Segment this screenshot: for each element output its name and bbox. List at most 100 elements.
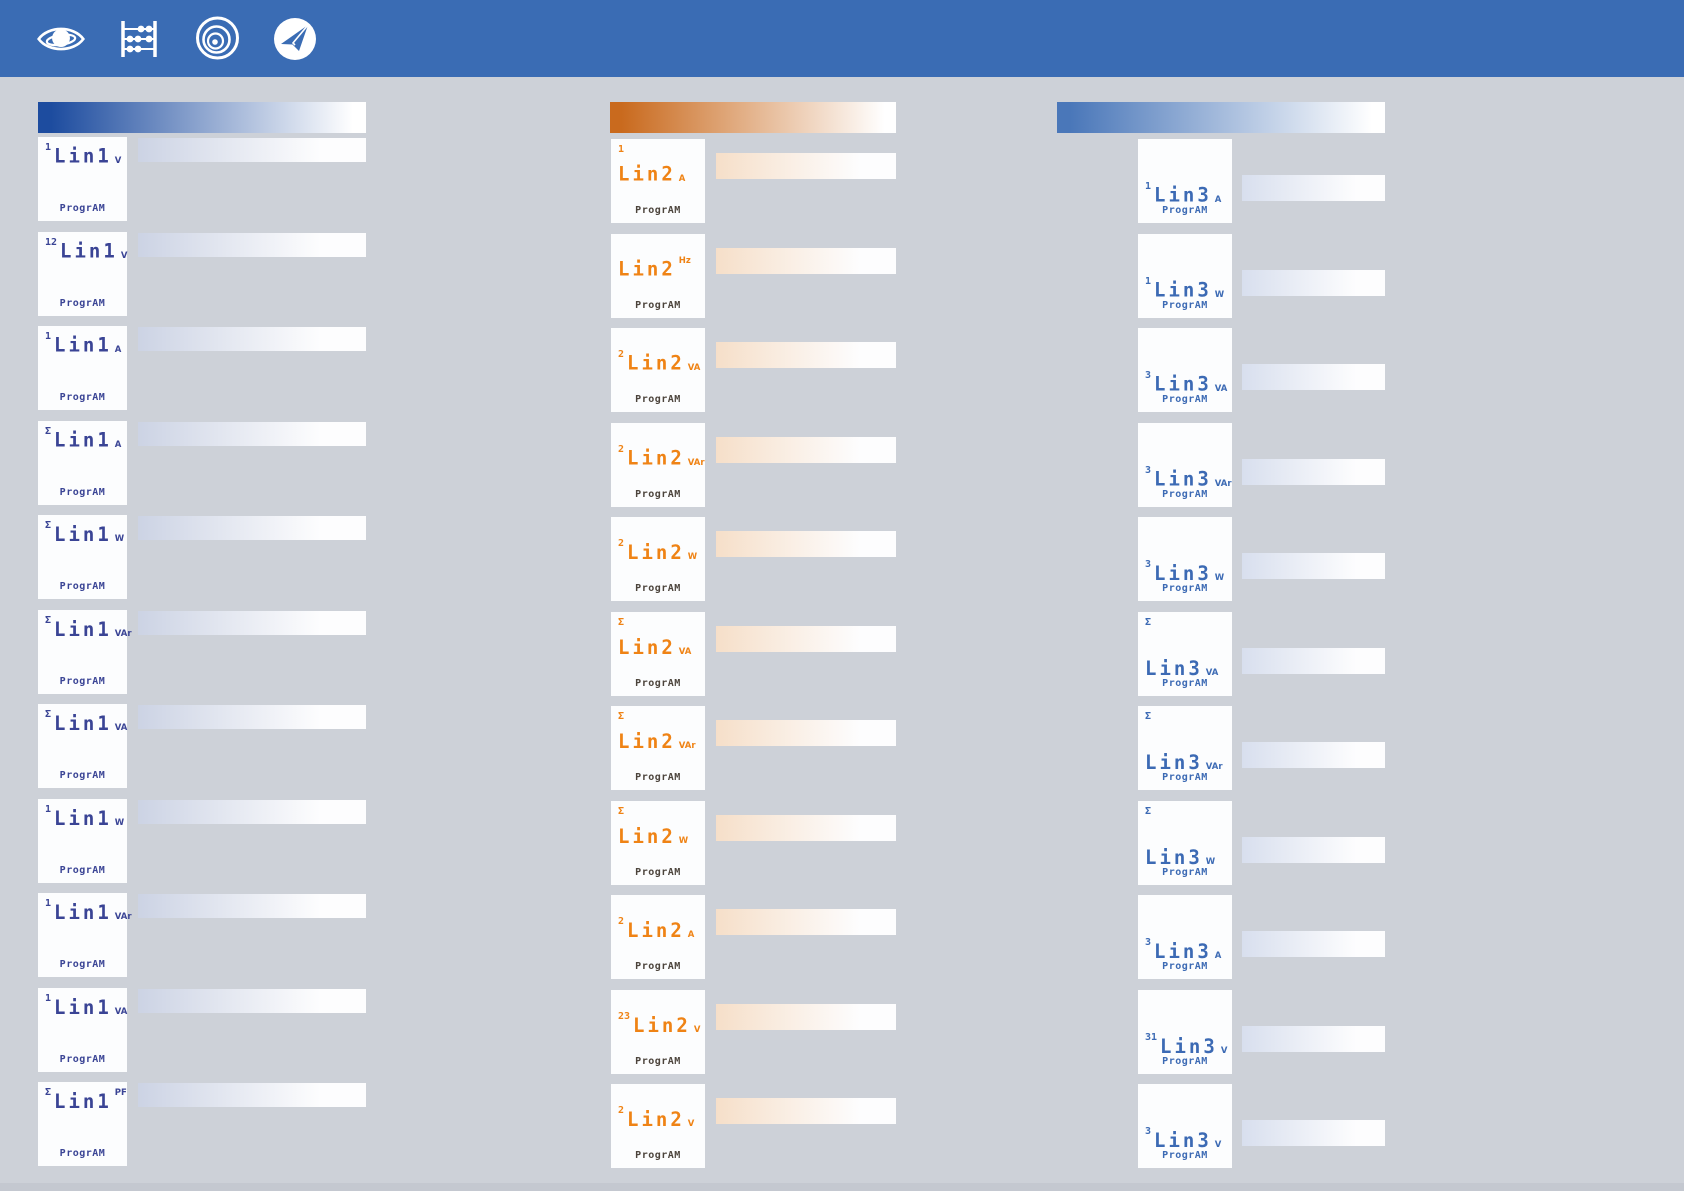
line-3-value-bar-7	[1242, 742, 1385, 768]
line-3-value-bar-11	[1242, 1120, 1385, 1146]
send-icon[interactable]	[270, 14, 320, 64]
line-3-screen-1[interactable]: 1 Lin3 A ProgrAM	[1138, 139, 1232, 223]
lcd-reading-row: 3 Lin3 W	[1145, 559, 1228, 585]
line-2-screen-7[interactable]: Σ Lin2 VAr ProgrAM	[611, 706, 705, 790]
line-2-screen-9[interactable]: 2 Lin2 A ProgrAM	[611, 895, 705, 979]
unit-label: A	[1214, 951, 1222, 961]
line-1-screen-7[interactable]: Σ Lin1 VA ProgrAM	[38, 704, 127, 788]
line-3-screen-6[interactable]: Σ Lin3 VA ProgrAM	[1138, 611, 1232, 696]
line-1-screen-2[interactable]: 12 Lin1 V ProgrAM	[38, 231, 127, 316]
line-3-screen-3[interactable]: 3 Lin3 VA ProgrAM	[1138, 328, 1232, 412]
lcd-label: Lin3	[1145, 845, 1203, 869]
line-3-screen-7[interactable]: Σ Lin3 VAr ProgrAM	[1138, 706, 1232, 790]
line-3-screen-4[interactable]: 3 Lin3 VAr ProgrAM	[1138, 422, 1232, 507]
line-1-screen-8[interactable]: 1 Lin1 W ProgrAM	[38, 798, 127, 883]
lcd-reading-row: 3 Lin3 A	[1145, 937, 1228, 963]
program-label: ProgrAM	[59, 392, 106, 403]
line-2-screen-8[interactable]: Σ Lin2 W ProgrAM	[611, 800, 705, 885]
line-1-screen-4[interactable]: Σ Lin1 A ProgrAM	[38, 420, 127, 505]
phase-superscript: 12	[45, 236, 58, 248]
program-label: ProgrAM	[59, 864, 106, 876]
lcd-reading-row: 3 Lin3 VA	[1145, 370, 1228, 396]
bottom-edge-strip	[0, 1183, 1684, 1191]
unit-label: VA	[687, 363, 701, 373]
line-2-screen-1[interactable]: 1 Lin2 A ProgrAM	[611, 139, 705, 223]
lcd-label: Lin3	[1154, 278, 1212, 302]
line-3-value-bar-6	[1242, 647, 1385, 674]
line-3-value-bar-1	[1242, 175, 1385, 201]
line-2-screen-3[interactable]: 2 Lin2 VA ProgrAM	[611, 328, 705, 412]
unit-label: V	[1220, 1045, 1228, 1056]
line-2-screen-10[interactable]: 23 Lin2 V ProgrAM	[611, 989, 705, 1074]
program-label: ProgrAM	[59, 486, 106, 498]
lcd-reading-row: Lin3 W	[1145, 845, 1228, 869]
line-3-screen-11[interactable]: 3 Lin3 V ProgrAM	[1138, 1084, 1232, 1168]
lcd-reading-row: 1 Lin3 A	[1145, 181, 1228, 207]
lcd-label: Lin1	[54, 995, 112, 1019]
phase-superscript: Σ	[618, 616, 625, 628]
lcd-reading-row: 1 Lin1 VA	[45, 993, 127, 1019]
phase-superscript: Σ	[45, 614, 52, 626]
lcd-reading-row: 1 Lin1 VAr	[45, 898, 132, 924]
lcd-reading-row: Σ Lin1 W	[45, 520, 124, 546]
line-1-screen-3[interactable]: 1 Lin1 A ProgrAM	[38, 326, 127, 410]
line-1-value-bar-8	[138, 799, 366, 824]
line-3-screen-5[interactable]: 3 Lin3 W ProgrAM	[1138, 517, 1232, 601]
unit-label: Hz	[678, 255, 691, 266]
line-3-screen-8[interactable]: Σ Lin3 W ProgrAM	[1138, 800, 1232, 885]
unit-label: W	[1214, 289, 1225, 300]
line-3-screen-10[interactable]: 31 Lin3 V ProgrAM	[1138, 989, 1232, 1074]
phase-superscript: Σ	[45, 520, 52, 531]
program-label: ProgrAM	[59, 959, 106, 970]
phase-superscript: 1	[1145, 181, 1152, 192]
line-2-screen-5[interactable]: 2 Lin2 W ProgrAM	[611, 517, 705, 601]
lcd-label: Lin3	[1154, 183, 1212, 207]
line-1-screen-6[interactable]: Σ Lin1 VAr ProgrAM	[38, 609, 132, 694]
unit-label: VAr	[1205, 762, 1223, 772]
line-1-screen-1[interactable]: 1 Lin1 V ProgrAM	[38, 137, 127, 221]
lcd-reading-row: Lin2 VA	[618, 635, 701, 658]
line-2-screen-11[interactable]: 2 Lin2 V ProgrAM	[611, 1084, 705, 1168]
lcd-reading-row: Lin2 A	[618, 163, 701, 186]
line-1-screen-5[interactable]: Σ Lin1 W ProgrAM	[38, 515, 127, 599]
unit-label: VA	[114, 723, 128, 733]
unit-label: VAr	[678, 741, 696, 751]
lens-icon[interactable]	[192, 14, 242, 64]
unit-label: VA	[678, 646, 692, 657]
program-label: ProgrAM	[635, 1150, 681, 1161]
phase-superscript: 2	[618, 538, 625, 549]
eye-icon[interactable]	[36, 14, 86, 64]
lcd-reading-row: 2 Lin2 V	[618, 1105, 701, 1131]
unit-label: VAr	[114, 912, 132, 922]
lcd-reading-row: 1 Lin1 V	[45, 142, 123, 168]
line-2-screen-6[interactable]: Σ Lin2 VA ProgrAM	[611, 611, 705, 696]
lcd-reading-row: 2 Lin2 VAr	[618, 444, 705, 470]
unit-label: V	[114, 156, 122, 166]
phase-superscript: 2	[618, 916, 625, 927]
program-label: ProgrAM	[59, 203, 106, 214]
line-1-screen-9[interactable]: 1 Lin1 VAr ProgrAM	[38, 893, 132, 977]
line-1-screen-11[interactable]: Σ Lin1 PF ProgrAM	[38, 1082, 127, 1166]
line-3-screen-2[interactable]: 1 Lin3 W ProgrAM	[1138, 233, 1232, 318]
unit-label: W	[1214, 573, 1225, 583]
line-2-value-bar-4	[716, 436, 896, 463]
unit-label: VAr	[687, 457, 705, 468]
line-2-screen-4[interactable]: 2 Lin2 VAr ProgrAM	[611, 422, 705, 507]
lcd-reading-row: Lin2 VAr	[618, 730, 701, 753]
lcd-reading-row: 1 Lin1 A	[45, 331, 123, 357]
phase-superscript: 1	[45, 992, 52, 1004]
unit-label: VAr	[1214, 478, 1232, 489]
program-label: ProgrAM	[635, 488, 681, 500]
phase-superscript: 3	[1145, 937, 1152, 948]
abacus-icon[interactable]	[114, 14, 164, 64]
line-1-value-bar-6	[138, 610, 366, 635]
line-3-screen-9[interactable]: 3 Lin3 A ProgrAM	[1138, 895, 1232, 979]
lcd-label: Lin1	[54, 617, 112, 641]
line-1-screen-10[interactable]: 1 Lin1 VA ProgrAM	[38, 987, 127, 1072]
phase-superscript: Σ	[1145, 616, 1152, 628]
lcd-reading-row: 23 Lin2 V	[618, 1011, 701, 1037]
line-1-value-bar-3	[138, 327, 366, 351]
line-2-screen-2[interactable]: Lin2 Hz ProgrAM	[611, 233, 705, 318]
line-1-value-bar-1	[138, 138, 366, 162]
